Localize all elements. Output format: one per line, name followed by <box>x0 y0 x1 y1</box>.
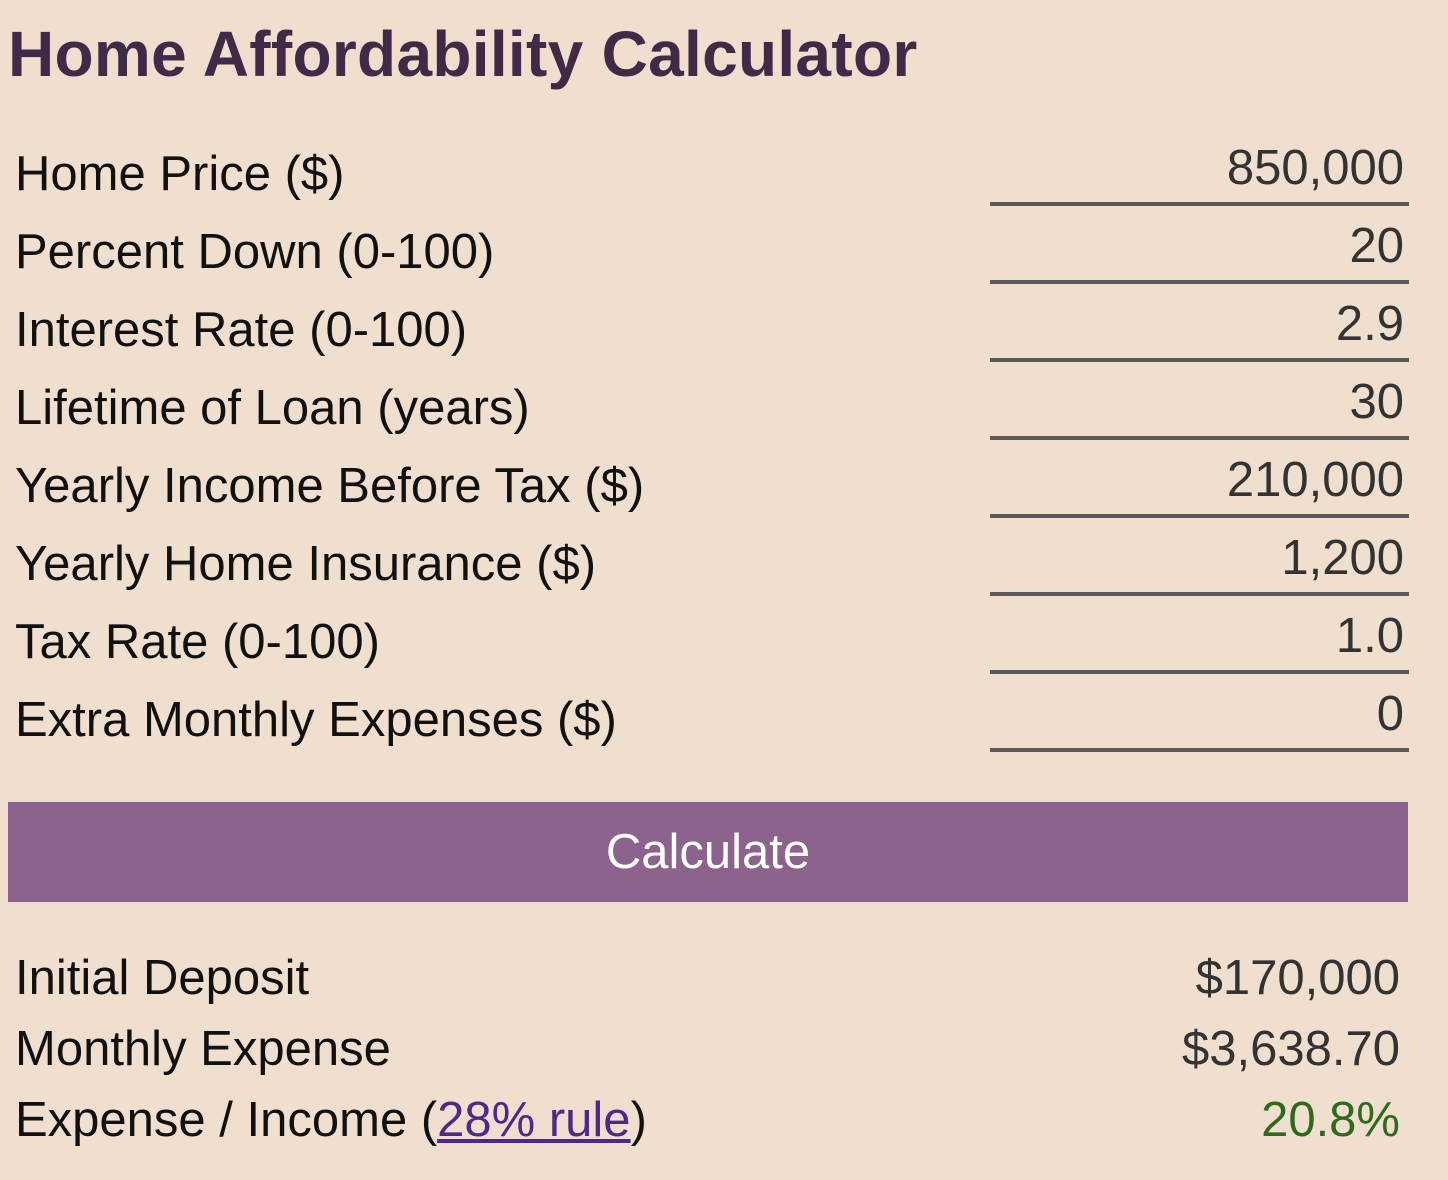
home-insurance-label: Yearly Home Insurance ($) <box>15 537 597 591</box>
yearly-income-input[interactable] <box>990 446 1409 518</box>
loan-lifetime-input[interactable] <box>990 368 1409 440</box>
home-price-input[interactable] <box>990 134 1409 206</box>
form-row-tax-rate: Tax Rate (0-100) <box>0 600 1448 678</box>
result-row-expense-income: Expense / Income (28% rule) 20.8% <box>0 1086 1448 1157</box>
expense-income-label-prefix: Expense / Income ( <box>15 1093 438 1147</box>
rule-28-link[interactable]: 28% rule <box>437 1093 631 1147</box>
monthly-expense-label: Monthly Expense <box>15 1022 391 1076</box>
interest-rate-input[interactable] <box>990 290 1409 362</box>
input-form: Home Price ($) Percent Down (0-100) Inte… <box>0 132 1448 756</box>
form-row-extra-expenses: Extra Monthly Expenses ($) <box>0 678 1448 756</box>
extra-expenses-label: Extra Monthly Expenses ($) <box>15 693 617 747</box>
initial-deposit-label: Initial Deposit <box>15 951 310 1005</box>
monthly-expense-value: $3,638.70 <box>1182 1022 1400 1076</box>
expense-income-value: 20.8% <box>1261 1093 1400 1147</box>
expense-income-label-suffix: ) <box>630 1093 647 1147</box>
result-row-monthly-expense: Monthly Expense $3,638.70 <box>0 1015 1448 1086</box>
form-row-percent-down: Percent Down (0-100) <box>0 210 1448 288</box>
calculate-button[interactable]: Calculate <box>8 802 1408 902</box>
tax-rate-input[interactable] <box>990 602 1409 674</box>
form-row-yearly-income: Yearly Income Before Tax ($) <box>0 444 1448 522</box>
extra-expenses-input[interactable] <box>990 680 1409 752</box>
home-insurance-input[interactable] <box>990 524 1409 596</box>
yearly-income-label: Yearly Income Before Tax ($) <box>15 459 645 513</box>
interest-rate-label: Interest Rate (0-100) <box>15 303 468 357</box>
loan-lifetime-label: Lifetime of Loan (years) <box>15 381 530 435</box>
home-price-label: Home Price ($) <box>15 147 345 201</box>
result-row-initial-deposit: Initial Deposit $170,000 <box>0 944 1448 1015</box>
results-panel: Initial Deposit $170,000 Monthly Expense… <box>0 944 1448 1157</box>
percent-down-label: Percent Down (0-100) <box>15 225 495 279</box>
percent-down-input[interactable] <box>990 212 1409 284</box>
form-row-loan-lifetime: Lifetime of Loan (years) <box>0 366 1448 444</box>
page-title: Home Affordability Calculator <box>8 18 918 90</box>
form-row-home-price: Home Price ($) <box>0 132 1448 210</box>
initial-deposit-value: $170,000 <box>1195 951 1400 1005</box>
form-row-interest-rate: Interest Rate (0-100) <box>0 288 1448 366</box>
tax-rate-label: Tax Rate (0-100) <box>15 615 380 669</box>
form-row-home-insurance: Yearly Home Insurance ($) <box>0 522 1448 600</box>
expense-income-label: Expense / Income (28% rule) <box>15 1090 647 1150</box>
